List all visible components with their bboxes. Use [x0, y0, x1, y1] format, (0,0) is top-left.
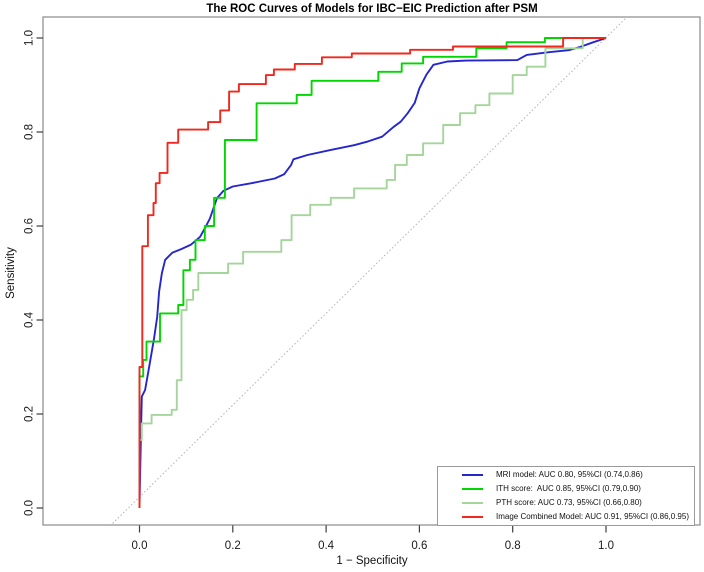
x-axis-tick-label: 0.4: [318, 540, 335, 552]
y-axis-tick-label: 0.6: [24, 218, 36, 234]
y-axis-tick-label: 0.0: [24, 500, 36, 516]
y-axis-tick-label: 0.4: [24, 311, 36, 328]
legend-label-image-combined-model: Image Combined Model: AUC 0.91, 95%CI (0…: [496, 512, 689, 521]
y-axis-title: Sensitivity: [5, 247, 17, 299]
legend-box: MRI model: AUC 0.80, 95%CI (0.74,0.86) I…: [437, 466, 695, 526]
roc-curve-mri-model: [138, 37, 607, 509]
roc-curve-pth-score: [138, 37, 606, 508]
legend-line-sample-ith-score: [462, 488, 483, 490]
y-axis-tick-label: 1.0: [24, 30, 36, 46]
x-axis-tick-label: 0.6: [411, 540, 427, 552]
x-axis-title: 1 − Specificity: [336, 555, 408, 567]
legend-label-ith-score: ITH score: AUC 0.85, 95%CI (0.79,0.90): [496, 484, 641, 493]
legend-row-image-combined-model: Image Combined Model: AUC 0.91, 95%CI (0…: [462, 511, 694, 523]
roc-curve-ith-score: [138, 37, 606, 508]
legend-line-sample-image-combined-model: [462, 516, 483, 518]
x-axis-tick-label: 0.8: [505, 540, 521, 552]
legend-line-sample-mri-model: [462, 474, 483, 476]
y-axis-tick-label: 0.8: [24, 124, 36, 140]
x-axis-tick-label: 0.2: [225, 540, 241, 552]
x-axis-tick-label: 0.0: [132, 540, 148, 552]
legend-row-pth-score: PTH score: AUC 0.73, 95%CI (0.66,0.80): [462, 497, 694, 509]
x-axis-tick-label: 1.0: [598, 540, 614, 552]
y-axis-tick-label: 0.2: [24, 406, 36, 422]
legend-line-sample-pth-score: [462, 502, 483, 504]
plot-box: [42, 16, 701, 526]
legend-label-pth-score: PTH score: AUC 0.73, 95%CI (0.66,0.80): [496, 498, 642, 507]
legend-row-ith-score: ITH score: AUC 0.85, 95%CI (0.79,0.90): [462, 483, 694, 495]
legend-label-mri-model: MRI model: AUC 0.80, 95%CI (0.74,0.86): [496, 470, 643, 479]
chance-diagonal-line: [109, 16, 628, 527]
legend-row-mri-model: MRI model: AUC 0.80, 95%CI (0.74,0.86): [462, 469, 694, 481]
roc-curve-image-combined-model: [138, 37, 606, 508]
plot-title: The ROC Curves of Models for IBC−EIC Pre…: [206, 3, 538, 15]
